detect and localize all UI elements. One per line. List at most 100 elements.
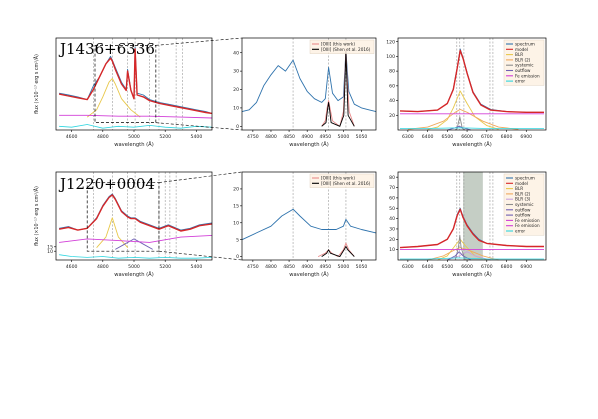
legend-entry: systemic <box>515 202 534 207</box>
series-blr <box>427 90 499 130</box>
x-tick-label: 5000 <box>338 264 350 270</box>
y-tick-label: 30 <box>233 69 239 75</box>
legend-entry: error <box>515 229 525 234</box>
x-tick-label: 4850 <box>283 264 295 270</box>
x-tick-label: 6600 <box>461 264 473 270</box>
y-tick-label: 60 <box>389 195 395 201</box>
legend-box <box>503 39 545 86</box>
y-tick-label: 10 <box>233 220 239 226</box>
axes-frame <box>241 171 377 261</box>
panel-0: 4600 4800 5000 5200 5400 wavelength (Å) flux (… <box>33 37 243 148</box>
legend-entry: outflow <box>515 213 531 218</box>
axes-frame <box>241 37 377 131</box>
y-tick-label: 10 <box>233 106 239 112</box>
x-tick-label: 5000 <box>338 134 350 140</box>
series-spectrum <box>59 193 213 231</box>
series-fe-emission <box>59 234 213 243</box>
y-tick-label: 50 <box>389 206 395 212</box>
series-oiii-this-work <box>317 242 355 258</box>
series-fe-emission <box>59 114 213 119</box>
y-tick-label: 20 <box>233 187 239 193</box>
series-model <box>399 208 544 249</box>
x-tick-label: 6500 <box>441 264 453 270</box>
x-tick-label: 4950 <box>319 134 331 140</box>
object-label: J1436+6336 <box>58 40 155 58</box>
series-blr-2 <box>427 247 499 261</box>
y-tick-label: 5 <box>236 237 239 243</box>
x-tick-label: 4800 <box>265 264 277 270</box>
legend-entry: BLR (2) <box>515 57 531 62</box>
legend-entry: outflow <box>515 68 531 73</box>
legend-entry: model <box>515 181 528 186</box>
legend-entry: spectrum <box>515 42 535 47</box>
legend-entry: outflow <box>515 207 531 212</box>
x-tick-label: 4800 <box>97 134 109 140</box>
x-tick-label: 6400 <box>422 264 434 270</box>
x-axis-label: wavelength (Å) <box>289 141 328 148</box>
series-error <box>59 124 213 129</box>
axes-frame <box>397 37 547 131</box>
y-tick-label: 60 <box>389 83 395 89</box>
zoom-connector <box>158 250 243 261</box>
legend-entry: BLR (2) <box>515 191 531 196</box>
series-outflow <box>447 251 472 261</box>
series-systemic <box>454 116 466 131</box>
series-spectrum <box>241 208 377 241</box>
legend-entry: spectrum <box>515 176 535 181</box>
x-tick-label: 6500 <box>441 134 453 140</box>
x-tick-label: 6800 <box>501 264 513 270</box>
axes-frame <box>397 171 547 261</box>
panel-5: 6300 6400 6500 6600 6700 6800 6900 10 20 30 40 50 60… <box>389 171 547 278</box>
series-error <box>400 127 544 129</box>
x-axis-label: wavelength (Å) <box>289 271 328 278</box>
legend-entry: BLR <box>515 186 523 191</box>
x-tick-label: 6900 <box>520 264 532 270</box>
y-tick-label: 30 <box>389 227 395 233</box>
x-tick-label: 6800 <box>501 134 513 140</box>
x-axis-label: wavelength (Å) <box>114 271 153 278</box>
zoom-connector <box>155 37 243 46</box>
zoom-connector <box>155 122 243 131</box>
series-oiii-shen-et-al-2016 <box>321 246 355 258</box>
y-tick-label: 20 <box>389 113 395 119</box>
legend-entry: [OIII] (this work) <box>321 42 355 47</box>
x-tick-label: 5050 <box>356 264 368 270</box>
x-tick-label: 6700 <box>481 264 493 270</box>
y-tick-label: 0 <box>236 124 239 130</box>
x-tick-label: 5200 <box>159 264 171 270</box>
x-tick-label: 4800 <box>97 264 109 270</box>
zoom-box <box>86 182 160 252</box>
x-tick-label: 4900 <box>301 134 313 140</box>
legend-entry: [OIII] (Shen et al. 2016) <box>321 181 371 186</box>
series-outflow <box>115 238 153 250</box>
legend-entry: error <box>515 79 525 84</box>
y-tick-label: 15 <box>233 203 239 209</box>
panel-4: 4750 4800 4850 4900 4950 5000 5050 0 5 10 15 20 wave… <box>233 171 377 278</box>
x-tick-label: 4750 <box>247 134 259 140</box>
legend-entry: model <box>515 47 528 52</box>
series-model <box>399 49 544 114</box>
legend-entry: BLR <box>515 52 523 57</box>
series-outflow <box>447 125 472 131</box>
y-tick-label: 10 <box>389 247 395 253</box>
legend-entry: BLR (3) <box>515 197 531 202</box>
legend-box <box>309 173 375 188</box>
y-tick-label: 20 <box>233 87 239 93</box>
series-model <box>58 194 213 232</box>
y-tick-label: 40 <box>389 216 395 222</box>
legend: [OIII] (this work)[OIII] (Shen et al. 20… <box>309 173 375 188</box>
x-tick-label: 5050 <box>356 134 368 140</box>
x-tick-label: 4750 <box>247 264 259 270</box>
x-tick-label: 4600 <box>66 134 78 140</box>
y-tick-label: 70 <box>389 185 395 191</box>
x-tick-label: 5000 <box>128 134 140 140</box>
y-tick-label: 40 <box>389 98 395 104</box>
panel-2: 6300 6400 6500 6600 6700 6800 6900 20 40 60 80 100 1… <box>386 37 547 148</box>
y-tick-label: 0 <box>236 254 239 260</box>
panel-1: 4750 4800 4850 4900 4950 5000 5050 0 10 20 30 40 wav… <box>233 37 377 148</box>
x-tick-label: 4600 <box>66 264 78 270</box>
y-tick-label: 100 <box>386 54 395 60</box>
